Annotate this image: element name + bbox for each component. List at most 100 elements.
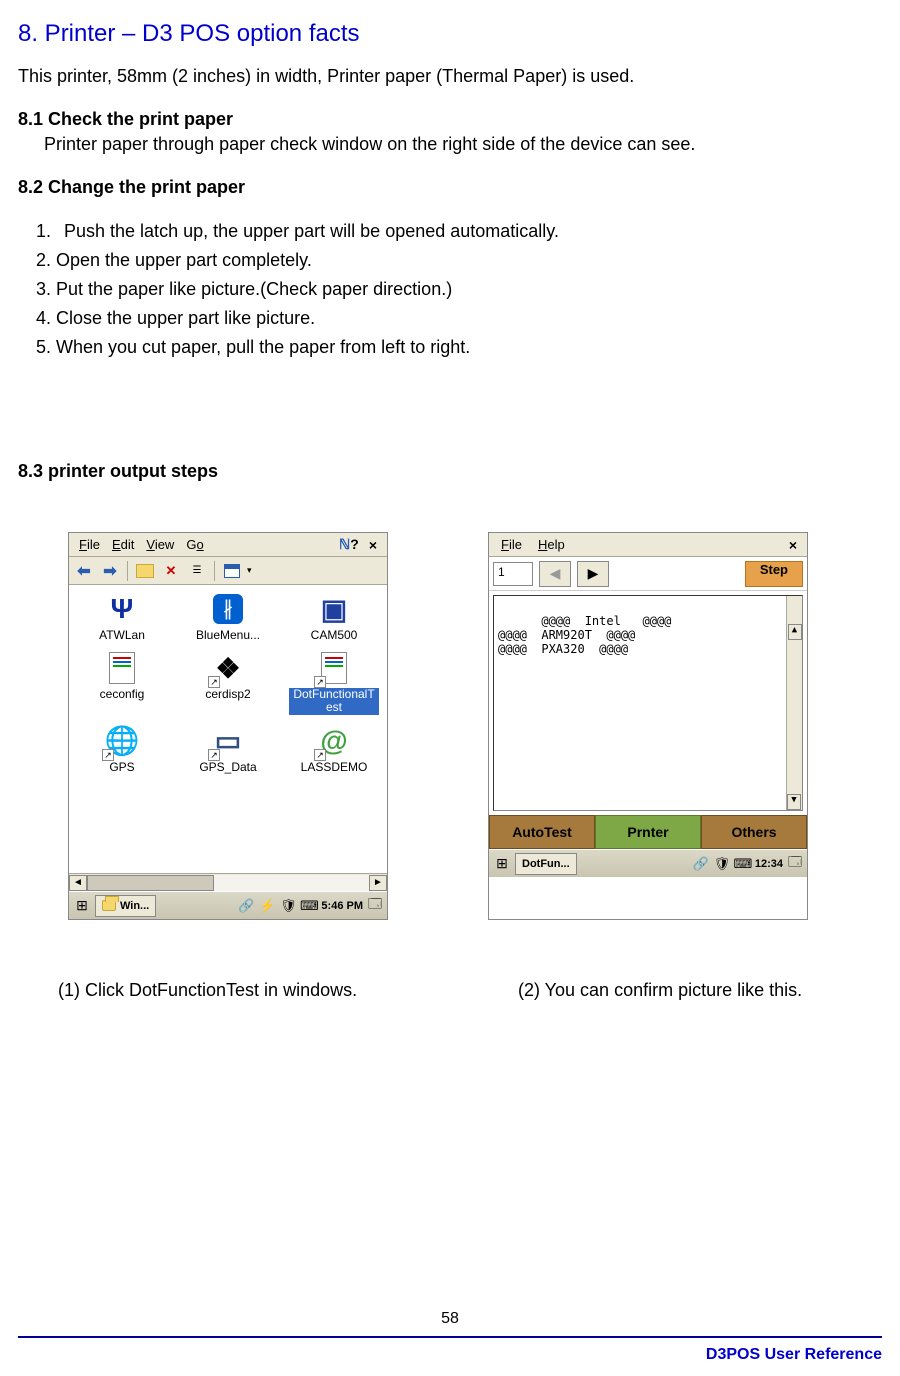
task-label: DotFun... (522, 858, 570, 870)
separator (214, 561, 215, 581)
icon-label: BlueMenu... (196, 629, 260, 642)
back-button[interactable]: ⬅ (73, 560, 95, 582)
desktop-icon-bluemenu-[interactable]: ∦ BlueMenu... (177, 591, 279, 642)
tab-others[interactable]: Others (701, 815, 807, 849)
desktop-icon-cam500[interactable]: ▣CAM500 (283, 591, 385, 642)
caption-1: (1) Click DotFunctionTest in windows. (58, 980, 418, 1001)
icon-label: ATWLan (99, 629, 145, 642)
right-pda-window: File Help × 1 ◀ ▶ Step @@@@ Intel @@@@ @… (488, 532, 808, 920)
desktop-area: ΨATWLan ∦ BlueMenu... ▣CAM500 ceconfig ❖↗ cerd… (69, 585, 387, 873)
scroll-down-button[interactable]: ▼ (787, 794, 801, 810)
app-icon: @↗ (316, 723, 352, 759)
main-title: 8. Printer – D3 POS option facts (18, 20, 882, 48)
step-item: When you cut paper, pull the paper from … (56, 334, 882, 361)
desktop-icon-dotfunctionaltest[interactable]: ↗DotFunctionalTest (283, 650, 385, 714)
tray-icon[interactable]: 🔗 (692, 855, 710, 873)
step-number-field[interactable]: 1 (493, 562, 533, 586)
desktop-icon-ceconfig[interactable]: ceconfig (71, 650, 173, 714)
tray-volume-icon[interactable]: 🛡 (713, 855, 731, 873)
step-item: Close the upper part like picture. (56, 305, 882, 332)
clock-text: 5:46 PM (321, 900, 363, 912)
tray-keyboard-icon[interactable]: ⌨ (734, 855, 752, 873)
left-pda-window: File Edit View Go ℕ? × ⬅ ➡ ✕ ☰ ▾ ΨATWLan… (68, 532, 388, 920)
step-bar: 1 ◀ ▶ Step (489, 557, 807, 591)
go-menu[interactable]: Go (180, 537, 209, 552)
tab-autotest[interactable]: AutoTest (489, 815, 595, 849)
delete-button[interactable]: ✕ (160, 560, 182, 582)
tray-network-icon[interactable]: ⚡ (258, 897, 276, 915)
footer-text: D3POS User Reference (706, 1346, 882, 1364)
icon-label: LASSDEMO (301, 761, 368, 774)
tray-desktop-icon[interactable]: 🗔 (366, 897, 384, 915)
scroll-right-button[interactable]: ► (369, 875, 387, 891)
app-icon: ▭↗ (210, 723, 246, 759)
desktop-icon-gps[interactable]: 🌐↗GPS (71, 723, 173, 774)
close-icon[interactable]: × (783, 537, 803, 553)
intro-text: This printer, 58mm (2 inches) in width, … (18, 66, 882, 87)
section-8-1-body: Printer paper through paper check window… (44, 134, 882, 155)
next-step-button[interactable]: ▶ (577, 561, 609, 587)
up-folder-button[interactable] (134, 560, 156, 582)
step-item: Push the latch up, the upper part will b… (56, 218, 882, 245)
help-icon[interactable]: ℕ? (335, 536, 363, 553)
icon-label: DotFunctionalTest (289, 688, 379, 714)
step-button[interactable]: Step (745, 561, 803, 587)
close-icon[interactable]: × (363, 537, 383, 553)
section-8-2-heading: 8.2 Change the print paper (18, 177, 882, 198)
vertical-scrollbar[interactable]: ▲ ▼ (786, 596, 802, 810)
shortcut-arrow-icon: ↗ (208, 676, 220, 688)
shortcut-arrow-icon: ↗ (314, 676, 326, 688)
forward-button[interactable]: ➡ (99, 560, 121, 582)
app-icon: ❖↗ (210, 650, 246, 686)
desktop-icon-cerdisp2[interactable]: ❖↗ cerdisp2 (177, 650, 279, 714)
separator (127, 561, 128, 581)
file-menu[interactable]: File (73, 537, 106, 552)
footer-line (18, 1336, 882, 1338)
tray-keyboard-icon[interactable]: ⌨ (300, 897, 318, 915)
right-menubar: File Help × (489, 533, 807, 557)
change-paper-steps: Push the latch up, the upper part will b… (56, 218, 882, 361)
icon-label: GPS_Data (199, 761, 256, 774)
left-menubar: File Edit View Go ℕ? × (69, 533, 387, 557)
help-menu[interactable]: Help (530, 537, 573, 552)
tab-row: AutoTest Prnter Others (489, 815, 807, 849)
view-mode-button[interactable] (221, 560, 243, 582)
desktop-icon-atwlan[interactable]: ΨATWLan (71, 591, 173, 642)
caption-2: (2) You can confirm picture like this. (518, 980, 878, 1001)
output-text: @@@@ Intel @@@@ @@@@ ARM920T @@@@ @@@@ P… (498, 614, 671, 656)
captions-row: (1) Click DotFunctionTest in windows. (2… (18, 980, 882, 1001)
app-icon (104, 650, 140, 686)
step-item: Put the paper like picture.(Check paper … (56, 276, 882, 303)
scroll-left-button[interactable]: ◄ (69, 875, 87, 891)
output-textarea[interactable]: @@@@ Intel @@@@ @@@@ ARM920T @@@@ @@@@ P… (493, 595, 803, 811)
shortcut-arrow-icon: ↗ (314, 749, 326, 761)
tray-desktop-icon[interactable]: 🗔 (786, 855, 804, 873)
start-button[interactable]: ⊞ (72, 896, 92, 916)
horizontal-scrollbar[interactable]: ◄ ► (69, 873, 387, 891)
task-button-dotfun[interactable]: DotFun... (515, 853, 577, 875)
prev-step-button[interactable]: ◀ (539, 561, 571, 587)
scroll-track[interactable] (87, 875, 369, 891)
icon-label: ceconfig (100, 688, 145, 701)
scroll-thumb[interactable] (87, 875, 214, 891)
dropdown-arrow-icon[interactable]: ▾ (247, 565, 252, 576)
app-icon: ∦ (210, 591, 246, 627)
desktop-icon-lassdemo[interactable]: @↗ LASSDEMO (283, 723, 385, 774)
task-label: Win... (120, 900, 149, 912)
edit-menu[interactable]: Edit (106, 537, 140, 552)
icon-label: CAM500 (311, 629, 358, 642)
tab-printer[interactable]: Prnter (595, 815, 701, 849)
tray-icon[interactable]: 🔗 (237, 897, 255, 915)
left-toolbar: ⬅ ➡ ✕ ☰ ▾ (69, 557, 387, 585)
view-menu[interactable]: View (140, 537, 180, 552)
tray-volume-icon[interactable]: 🛡 (279, 897, 297, 915)
properties-button[interactable]: ☰ (186, 560, 208, 582)
start-button[interactable]: ⊞ (492, 854, 512, 874)
screenshots-row: File Edit View Go ℕ? × ⬅ ➡ ✕ ☰ ▾ ΨATWLan… (18, 532, 882, 920)
task-button-win[interactable]: Win... (95, 895, 156, 917)
icon-label: GPS (109, 761, 134, 774)
desktop-icon-gps-data[interactable]: ▭↗ GPS_Data (177, 723, 279, 774)
file-menu[interactable]: File (493, 537, 530, 552)
scroll-up-button[interactable]: ▲ (788, 624, 802, 640)
icon-label: cerdisp2 (205, 688, 250, 701)
